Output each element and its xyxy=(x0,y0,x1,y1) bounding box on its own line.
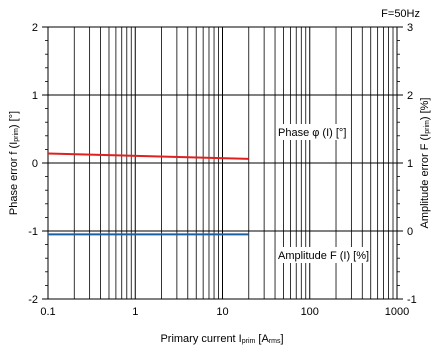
y-left-tick-label: 1 xyxy=(32,90,38,102)
y-right-axis-label: Amplitude error F (Iprim) [%] xyxy=(419,98,431,229)
y-left-tick-labels: 2 1 0 -1 -2 xyxy=(28,22,38,306)
legend-phase: Phase φ (I) [°] xyxy=(278,127,346,139)
y-right-tick-label: 2 xyxy=(407,90,413,102)
y-right-tick-label: 1 xyxy=(407,158,413,170)
y-right-tick-label: 0 xyxy=(407,226,413,238)
y-left-axis-label: Phase error f (Iprim) [°] xyxy=(8,111,20,215)
y-left-tick-label: -1 xyxy=(28,226,38,238)
x-tick-label: 1000 xyxy=(385,306,409,318)
x-tick-label: 0.1 xyxy=(40,306,55,318)
legend-phase-box xyxy=(276,124,348,140)
x-tick-labels: 0.1 1 10 100 1000 xyxy=(40,306,409,318)
y-left-tick-label: 0 xyxy=(32,158,38,170)
y-right-tick-labels: 3 2 1 0 -1 xyxy=(407,22,417,306)
y-right-tick-label: 3 xyxy=(407,22,413,34)
series-line-0 xyxy=(47,152,249,160)
series-lines xyxy=(47,152,249,236)
y-right-tick-label: -1 xyxy=(407,294,417,306)
x-tick-label: 10 xyxy=(216,306,228,318)
y-left-tick-label: 2 xyxy=(32,22,38,34)
y-left-tick-label: -2 xyxy=(28,294,38,306)
chart-title: F=50Hz xyxy=(381,8,420,20)
x-axis-label: Primary current Iprim [Arms] xyxy=(160,333,283,345)
legend-amplitude-box xyxy=(276,247,368,263)
plot-frame xyxy=(47,26,398,300)
legend-amplitude: Amplitude F (I) [%] xyxy=(278,250,369,262)
x-tick-label: 1 xyxy=(132,306,138,318)
x-tick-label: 100 xyxy=(301,306,319,318)
